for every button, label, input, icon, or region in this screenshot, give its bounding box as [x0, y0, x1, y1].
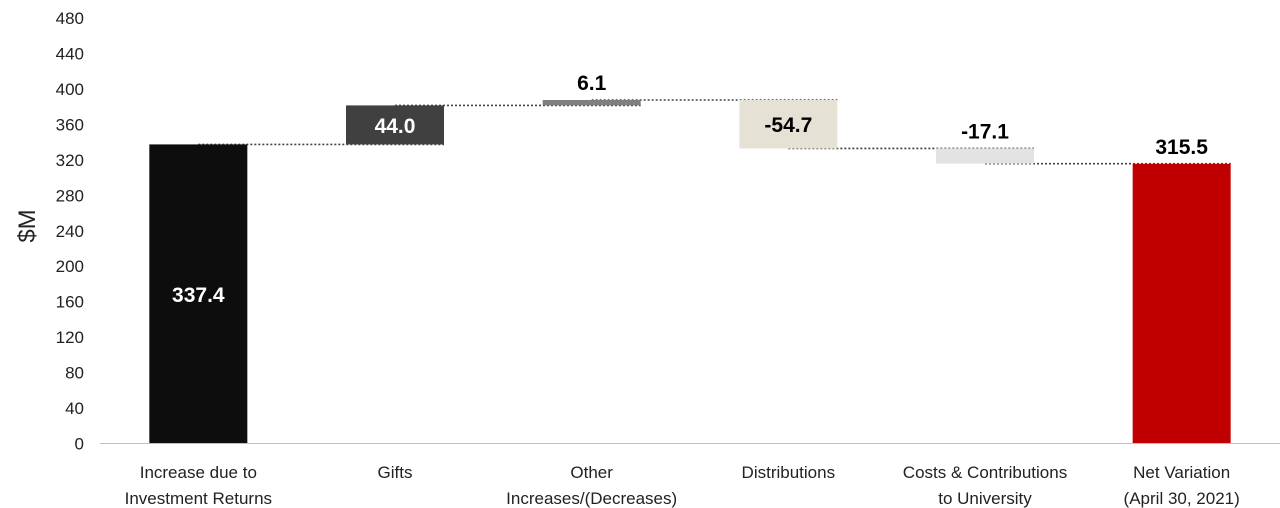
y-tick-label: 200 [56, 257, 84, 276]
y-tick-label: 400 [56, 80, 84, 99]
y-tick-label: 480 [56, 9, 84, 28]
data-label: 337.4 [172, 284, 225, 307]
y-tick-label: 240 [56, 222, 84, 241]
bar [936, 148, 1034, 164]
x-axis: Increase due to Investment Returns Gifts Ot… [100, 443, 1280, 508]
x-tick-label: Gifts [378, 463, 413, 482]
bar [149, 144, 248, 444]
bar [346, 105, 444, 145]
x-tick-label: Distributions [742, 463, 836, 482]
data-label: 44.0 [375, 115, 416, 138]
x-tick-label: Increase due to Investment Returns [125, 463, 272, 508]
y-tick-label: 80 [65, 364, 84, 383]
data-label: -54.7 [764, 114, 812, 137]
y-tick-label: 160 [56, 293, 84, 312]
bar [739, 99, 838, 149]
data-label: 315.5 [1155, 136, 1208, 159]
y-tick-label: 0 [75, 435, 84, 454]
y-tick-label: 440 [56, 44, 84, 63]
y-tick-label: 40 [65, 399, 84, 418]
y-axis-title: $M [14, 209, 41, 242]
x-tick-label: Other Increases/(Decreases) [506, 463, 677, 508]
bar [1132, 163, 1231, 444]
y-tick-label: 120 [56, 328, 84, 347]
data-label: -17.1 [961, 120, 1009, 143]
y-axis: 0 40 80 120 160 200 240 280 320 360 400 440 480 [56, 9, 84, 454]
y-tick-label: 360 [56, 115, 84, 134]
data-labels: 337.4 44.0 6.1 -54.7 -17.1 315.5 [172, 72, 1208, 307]
bar [542, 99, 641, 106]
x-tick-label: Net Variation (April 30, 2021) [1124, 463, 1240, 508]
y-tick-label: 320 [56, 151, 84, 170]
x-tick-label: Costs & Contributions to University [903, 463, 1067, 508]
data-label: 6.1 [577, 72, 607, 95]
y-tick-label: 280 [56, 186, 84, 205]
bars [149, 99, 1231, 444]
